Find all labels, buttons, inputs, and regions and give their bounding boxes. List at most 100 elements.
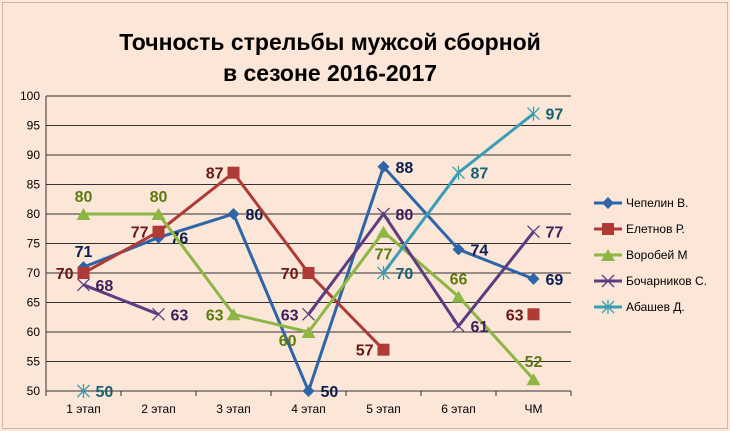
data-label: 80 (75, 189, 93, 206)
x-tick-label: 3 этап (216, 402, 250, 416)
data-label: 50 (96, 384, 114, 401)
data-label: 77 (131, 225, 149, 242)
triangle-marker (451, 290, 466, 303)
data-label: 87 (206, 166, 224, 183)
legend-label: Абашев Д. (626, 300, 685, 314)
data-point (76, 208, 91, 220)
legend: Чепелин В. Елетнов Р. Воробей М Бочарников … (592, 190, 707, 320)
data-label: 80 (396, 207, 414, 224)
diamond-marker (227, 208, 240, 220)
data-label: 50 (321, 384, 339, 401)
data-label: 69 (546, 272, 564, 289)
y-tick-label: 95 (27, 119, 41, 133)
legend-item: Чепелин В. (592, 190, 707, 216)
legend-label: Воробей М (626, 248, 688, 262)
data-label: 66 (450, 272, 468, 289)
star-marker (452, 165, 465, 180)
x-marker (302, 307, 315, 321)
x-marker (601, 274, 615, 288)
data-point (227, 208, 240, 220)
x-tick-label: 6 этап (441, 402, 475, 416)
data-point (302, 307, 315, 321)
y-tick-label: 50 (27, 384, 41, 398)
x-marker (377, 207, 390, 221)
series-5: 50 70 87 97 (77, 107, 564, 401)
data-point (301, 326, 316, 338)
x-tick-label: 4 этап (291, 402, 325, 416)
legend-swatch (594, 197, 622, 209)
x-marker (152, 307, 165, 321)
data-label: 63 (206, 307, 224, 324)
data-label: 70 (396, 266, 414, 283)
data-point (527, 225, 540, 239)
data-point (526, 373, 541, 386)
legend-item: Елетнов Р. (592, 216, 707, 242)
data-label: 80 (246, 207, 264, 224)
star-marker (601, 300, 615, 314)
y-tick-label: 70 (27, 266, 41, 280)
y-tick-label: 65 (27, 296, 41, 310)
data-label: 68 (96, 278, 114, 295)
diamond-marker (602, 197, 614, 209)
diamond-marker (452, 243, 465, 256)
y-tick-label: 60 (27, 325, 41, 339)
data-label: 60 (279, 333, 297, 350)
data-point (227, 166, 240, 179)
y-tick-label: 75 (27, 237, 41, 251)
data-label: 80 (150, 189, 168, 206)
y-tick-label: 85 (27, 178, 41, 192)
data-point (302, 385, 315, 397)
x-marker (452, 319, 465, 333)
square-marker (377, 343, 390, 356)
data-label: 63 (171, 307, 189, 324)
triangle-marker (76, 208, 91, 220)
legend-swatch (594, 274, 622, 288)
chart-title: Точность стрельбы мужсой сборной в сезон… (60, 27, 600, 89)
diamond-marker (527, 272, 540, 285)
data-point (77, 267, 90, 279)
diamond-marker (377, 160, 390, 173)
triangle-marker (601, 249, 615, 261)
legend-marker (602, 197, 614, 209)
x-marker (527, 225, 540, 239)
x-tick-label: ЧМ (525, 402, 543, 416)
square-marker (227, 166, 240, 179)
legend-marker (601, 274, 615, 288)
star-marker (77, 384, 90, 398)
data-point (151, 208, 166, 220)
data-point (376, 225, 391, 238)
legend-marker (601, 300, 615, 314)
series-3: 80 80 63 60 77 66 52 (75, 189, 543, 386)
data-label: 63 (281, 307, 299, 324)
x-marker (77, 278, 90, 292)
data-point (527, 308, 540, 321)
x-tick-label: 1 этап (66, 402, 100, 416)
data-label: 97 (546, 107, 564, 124)
legend-marker (602, 223, 614, 235)
legend-swatch (594, 249, 622, 261)
data-label: 74 (471, 242, 489, 259)
legend-swatch (594, 300, 622, 314)
square-marker (77, 267, 90, 279)
data-point (152, 307, 165, 321)
legend-marker (601, 249, 615, 261)
data-label: 87 (471, 166, 489, 183)
series-line (82, 170, 385, 351)
data-label: 77 (546, 225, 564, 242)
legend-item: Абашев Д. (592, 294, 707, 320)
series-line (83, 212, 535, 381)
data-point (452, 319, 465, 333)
series-line (307, 211, 535, 329)
chart-title-line-2: в сезоне 2016-2017 (222, 60, 438, 86)
y-tick-label: 55 (27, 355, 41, 369)
data-label: 52 (525, 354, 543, 371)
y-tick-label: 100 (20, 89, 40, 103)
square-marker (602, 223, 614, 235)
data-point (377, 160, 390, 173)
data-label: 61 (471, 319, 489, 336)
square-marker (152, 225, 165, 238)
data-label: 77 (375, 247, 393, 264)
